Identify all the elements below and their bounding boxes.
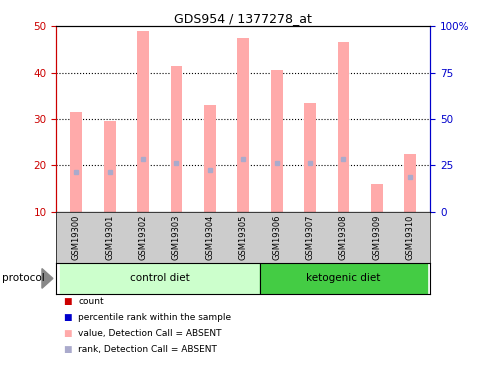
Text: value, Detection Call = ABSENT: value, Detection Call = ABSENT	[78, 329, 221, 338]
Text: GSM19306: GSM19306	[272, 214, 281, 260]
Text: rank, Detection Call = ABSENT: rank, Detection Call = ABSENT	[78, 345, 217, 354]
Text: percentile rank within the sample: percentile rank within the sample	[78, 313, 231, 322]
Text: protocol: protocol	[2, 273, 45, 284]
Bar	[170, 66, 182, 212]
Text: ■: ■	[63, 329, 72, 338]
Text: GSM19308: GSM19308	[338, 214, 347, 260]
Text: ■: ■	[63, 313, 72, 322]
Bar	[260, 262, 426, 294]
Text: ketogenic diet: ketogenic diet	[305, 273, 380, 284]
Bar	[237, 38, 248, 212]
Bar	[337, 42, 348, 212]
Text: ■: ■	[63, 345, 72, 354]
Text: GSM19302: GSM19302	[138, 214, 147, 260]
Text: GSM19300: GSM19300	[72, 214, 81, 260]
Bar	[103, 122, 115, 212]
Text: control diet: control diet	[130, 273, 189, 284]
Bar	[304, 103, 315, 212]
Text: GSM19304: GSM19304	[205, 214, 214, 260]
Text: GSM19305: GSM19305	[238, 214, 247, 260]
Bar	[203, 105, 215, 212]
Text: GSM19301: GSM19301	[105, 214, 114, 260]
Bar	[404, 154, 415, 212]
Bar	[270, 70, 282, 212]
Title: GDS954 / 1377278_at: GDS954 / 1377278_at	[174, 12, 311, 25]
Bar	[370, 184, 382, 212]
Text: GSM19310: GSM19310	[405, 214, 414, 260]
Text: ■: ■	[63, 297, 72, 306]
Bar	[70, 112, 82, 212]
Text: GSM19303: GSM19303	[172, 214, 181, 260]
Text: count: count	[78, 297, 103, 306]
Text: GSM19307: GSM19307	[305, 214, 314, 260]
Bar	[137, 31, 149, 212]
Polygon shape	[42, 268, 53, 288]
Bar	[60, 262, 260, 294]
Text: GSM19309: GSM19309	[372, 214, 381, 260]
